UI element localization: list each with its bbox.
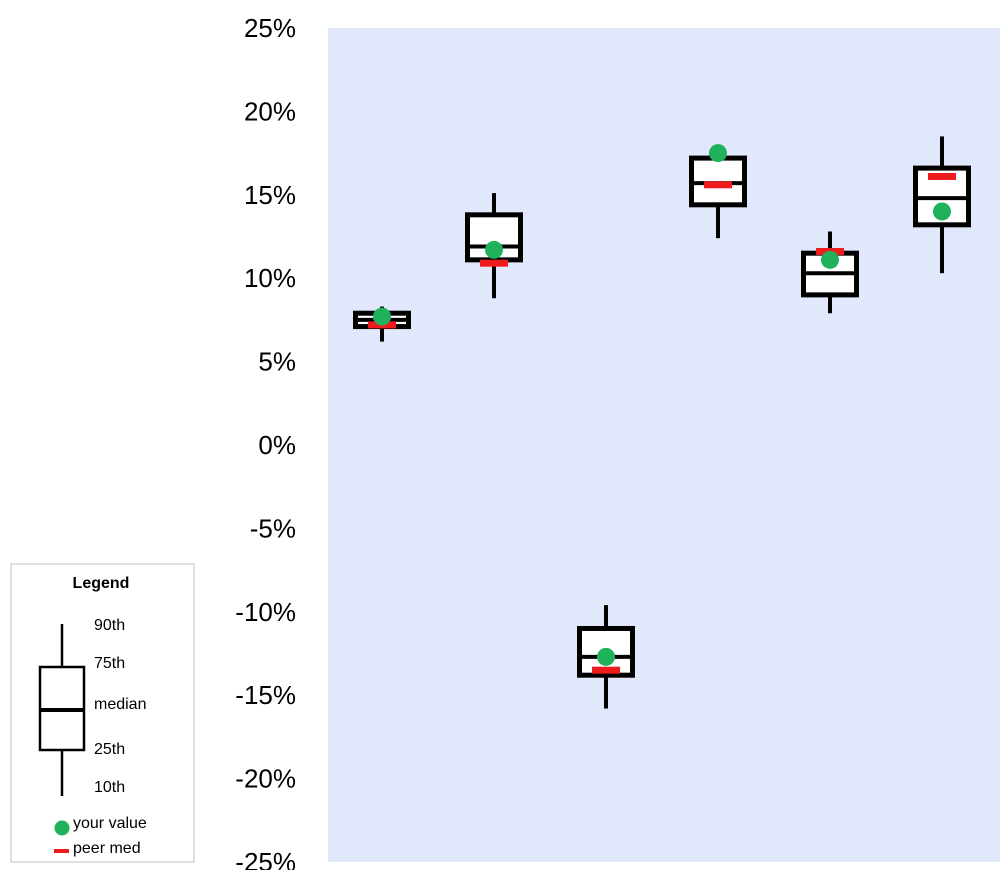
y-tick-label: -25% <box>235 847 296 870</box>
box-item <box>577 605 635 709</box>
y-axis: 25% 20% 15% 10% 5% 0% -5% -10% -15% -20% -25% <box>235 13 296 870</box>
y-tick-label: -5% <box>250 513 296 543</box>
box-item <box>353 306 411 342</box>
box-item <box>913 136 971 274</box>
your-value-marker <box>821 250 839 269</box>
legend-label-peer-median: peer med <box>73 840 141 857</box>
your-value-marker <box>597 647 615 666</box>
peer-median-marker <box>928 172 956 180</box>
legend-label-25th: 25th <box>94 741 125 758</box>
your-value-marker <box>709 144 727 163</box>
box-item <box>465 193 523 299</box>
your-value-marker <box>485 240 503 259</box>
plot-area <box>328 28 1000 862</box>
legend-label-90th: 90th <box>94 617 125 634</box>
legend-frame <box>10 563 195 863</box>
y-tick-label: 20% <box>244 96 296 126</box>
legend-label-75th: 75th <box>94 655 125 672</box>
legend-title: Legend <box>73 575 130 592</box>
box-item <box>689 144 747 239</box>
y-tick-label: 0% <box>258 430 296 460</box>
peer-median-marker <box>704 181 732 189</box>
y-tick-label: 5% <box>258 347 296 377</box>
y-tick-label: -15% <box>235 680 296 710</box>
peer-median-marker <box>592 666 620 674</box>
legend-label-median: median <box>94 696 146 713</box>
legend: Legend 90th 75th median 25th 10th your v… <box>10 563 195 863</box>
your-value-marker <box>933 202 951 221</box>
your-value-marker <box>373 307 391 326</box>
legend-your-value-marker <box>54 820 70 836</box>
box-series <box>353 136 971 709</box>
box-item <box>801 231 859 314</box>
y-tick-label: -10% <box>235 597 296 627</box>
legend-peer-median-marker <box>54 849 69 853</box>
y-tick-label: 15% <box>244 180 296 210</box>
y-tick-label: 25% <box>244 13 296 43</box>
y-tick-label: 10% <box>244 263 296 293</box>
legend-label-10th: 10th <box>94 779 125 796</box>
y-tick-label: -20% <box>235 764 296 794</box>
peer-median-marker <box>480 259 508 267</box>
legend-label-your-value: your value <box>73 815 147 832</box>
